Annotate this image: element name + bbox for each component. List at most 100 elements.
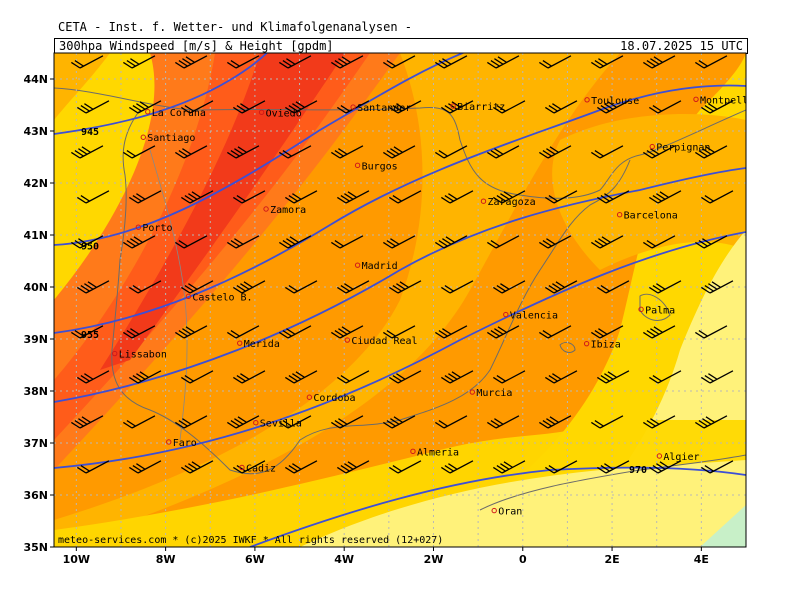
wind-barb xyxy=(227,415,260,429)
height-contour-line xyxy=(54,231,746,469)
city-marker xyxy=(649,143,655,150)
city-marker xyxy=(354,162,361,169)
city-marker xyxy=(491,507,497,514)
city-marker xyxy=(112,350,118,357)
city-label: Cadiz xyxy=(246,463,276,474)
wind-barb xyxy=(435,415,468,429)
lon-tick-label: 8W xyxy=(156,553,176,566)
wind-barb xyxy=(331,55,364,69)
wind-barb xyxy=(175,55,208,69)
wind-barb xyxy=(331,325,364,339)
wind-barb xyxy=(487,55,520,69)
city-marker xyxy=(145,109,151,115)
city-marker xyxy=(480,198,487,204)
shade-band-green xyxy=(700,505,746,547)
wind-barb xyxy=(441,460,474,474)
wind-barb xyxy=(71,235,104,249)
wind-barb xyxy=(285,280,318,294)
lon-tick-label: 4W xyxy=(334,553,354,566)
africa-coastline xyxy=(479,454,746,511)
iberia-coastline xyxy=(111,109,631,475)
wind-barb xyxy=(441,190,474,204)
city-marker xyxy=(350,104,356,110)
city-label: Perpignan xyxy=(656,143,710,154)
wind-barb xyxy=(643,235,676,249)
wind-barb xyxy=(597,100,630,114)
wind-barb xyxy=(545,370,578,384)
north-coastline xyxy=(54,87,746,199)
wind-barb xyxy=(181,100,214,114)
wind-barb xyxy=(701,190,734,204)
copyright-text: meteo-services.com * (c)2025 IWKF * All … xyxy=(58,535,444,546)
wind-barb xyxy=(545,460,578,474)
wind-barb xyxy=(71,415,104,429)
wind-barb xyxy=(123,145,156,159)
lon-tick-label: 6W xyxy=(245,553,265,566)
wind-barb xyxy=(643,415,676,429)
lon-tick-label: 2W xyxy=(424,553,444,566)
wind-barb xyxy=(487,235,520,249)
wind-barb xyxy=(383,235,416,249)
wind-barb xyxy=(77,100,110,114)
wind-barb xyxy=(383,55,416,69)
wind-barb xyxy=(539,145,572,159)
lat-lon-grid xyxy=(54,53,746,547)
height-contour-line xyxy=(54,53,269,135)
lat-tick-label: 41N xyxy=(23,229,48,242)
wind-barb xyxy=(77,370,110,384)
lon-tick-label: 10W xyxy=(63,553,90,566)
wind-barb xyxy=(337,190,370,204)
wind-barb xyxy=(129,190,162,204)
wind-barb xyxy=(71,55,104,69)
city-label: Castelo B. xyxy=(192,292,252,303)
wind-barb xyxy=(591,325,624,339)
city-label: Burgos xyxy=(362,161,398,172)
wind-barb xyxy=(441,100,474,114)
wind-barb xyxy=(487,415,520,429)
city-marker xyxy=(239,464,245,471)
shade-band-40 xyxy=(54,53,400,470)
city-label: Montpellier xyxy=(700,95,766,106)
lon-tick-label: 0 xyxy=(519,553,527,566)
city-label: Almeria xyxy=(417,447,459,458)
wind-barb xyxy=(649,370,682,384)
wind-barb xyxy=(597,280,630,294)
wind-barb xyxy=(227,325,260,339)
city-marker xyxy=(185,293,192,300)
lat-tick-label: 43N xyxy=(23,125,48,138)
city-marker xyxy=(469,389,476,395)
wind-barb xyxy=(643,145,676,159)
shade-band-50 xyxy=(100,53,345,370)
wind-barb xyxy=(649,280,682,294)
lat-tick-label: 40N xyxy=(23,281,48,294)
wind-barb xyxy=(383,415,416,429)
wind-barb xyxy=(591,415,624,429)
map-subtitle: 300hpa_Windspeed_[m/s]_&_Height_[gpdm] xyxy=(59,39,334,53)
wind-barb xyxy=(123,235,156,249)
wind-barb xyxy=(493,190,526,204)
city-label: Palma xyxy=(645,305,675,316)
city-marker xyxy=(616,212,623,218)
wind-barb xyxy=(233,100,266,114)
wind-barb xyxy=(279,235,312,249)
city-label: Barcelona xyxy=(624,211,678,222)
wind-barb xyxy=(233,190,266,204)
wind-barb xyxy=(71,325,104,339)
axis-labels: 10W 8W 6W 4W 2W 0 2E 4E 44N 43N 42N 41N 40N 39N 38N 37N… xyxy=(23,73,708,566)
city-marker xyxy=(306,394,313,400)
wind-barb xyxy=(331,415,364,429)
lat-tick-label: 39N xyxy=(23,333,48,346)
contour-label: 945 xyxy=(81,127,99,138)
wind-barb xyxy=(493,280,526,294)
city-marker xyxy=(140,134,146,140)
wind-barb xyxy=(129,370,162,384)
wind-barb xyxy=(695,325,728,339)
wind-barb xyxy=(539,55,572,69)
wind-barb xyxy=(389,460,422,474)
wind-barb xyxy=(337,100,370,114)
city-label: Santiago xyxy=(147,133,195,144)
city-marker xyxy=(503,311,509,318)
wind-barb xyxy=(285,100,318,114)
map-title: CETA - Inst. f. Wetter- und Klimafolgena… xyxy=(58,20,413,34)
city-marker xyxy=(410,448,416,455)
